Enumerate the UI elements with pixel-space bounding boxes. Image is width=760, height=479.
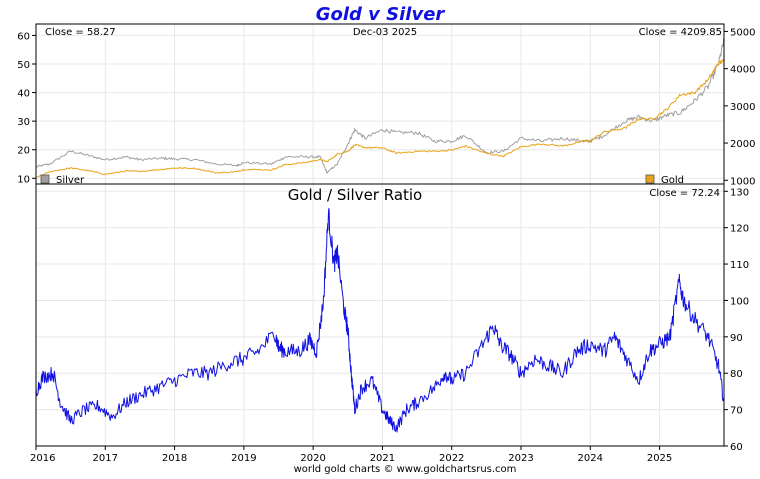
x-tick-label-2021: 2021 [370, 453, 395, 464]
ratio-y-tick-label-100: 100 [730, 296, 749, 307]
gold-y-tick-label-2000: 2000 [730, 139, 755, 150]
silver-y-tick-label-10: 10 [17, 174, 30, 185]
x-tick-label-2024: 2024 [578, 453, 603, 464]
ratio-y-tick-label-60: 60 [730, 442, 743, 453]
top-close-right: Close = 4209.85 [639, 27, 722, 38]
top-panel-frame [35, 23, 725, 185]
ratio-y-tick-label-90: 90 [730, 333, 743, 344]
x-tick-label-2017: 2017 [93, 453, 118, 464]
chart-title: Gold v Silver [316, 4, 446, 25]
ratio-y-tick-label-70: 70 [730, 406, 743, 417]
gold-legend-label: Gold [661, 175, 684, 186]
top-close-left: Close = 58.27 [45, 27, 116, 38]
ratio-close-right: Close = 72.24 [649, 188, 720, 199]
silver-y-tick-label-60: 60 [17, 31, 30, 42]
gold-y-tick-label-5000: 5000 [730, 27, 755, 38]
footer-credit: world gold charts © www.goldchartsrus.co… [294, 464, 517, 475]
ratio-y-tick-label-130: 130 [730, 187, 749, 198]
gold-y-tick-label-3000: 3000 [730, 102, 755, 113]
gold-legend-swatch [645, 174, 655, 184]
ratio-y-tick-label-110: 110 [730, 260, 749, 271]
silver-y-tick-label-20: 20 [17, 146, 30, 157]
x-tick-label-2016: 2016 [30, 453, 55, 464]
bottom-panel-frame [35, 183, 725, 447]
x-tick-label-2020: 2020 [300, 453, 325, 464]
x-tick-label-2023: 2023 [508, 453, 533, 464]
ratio-series-line [35, 208, 725, 433]
grid-layer [35, 24, 724, 447]
silver-y-tick-label-40: 40 [17, 89, 30, 100]
ratio-y-tick-label-120: 120 [730, 224, 749, 235]
silver-legend-swatch [40, 174, 50, 184]
gold-y-tick-label-4000: 4000 [730, 65, 755, 76]
silver-y-tick-label-50: 50 [17, 60, 30, 71]
series-layer [35, 38, 725, 433]
gold-y-tick-label-1000: 1000 [730, 176, 755, 187]
ratio-y-tick-label-80: 80 [730, 369, 743, 380]
x-tick-label-2019: 2019 [231, 453, 256, 464]
silver-legend-label: Silver [56, 175, 85, 186]
silver-y-tick-label-30: 30 [17, 117, 30, 128]
gold-series-line [35, 59, 725, 178]
silver-series-line [35, 38, 725, 174]
axis-layer: 2016 2017 2018 2019 2020 2021 2022 2023 2024 2025… [17, 27, 755, 464]
x-tick-label-2025: 2025 [647, 453, 672, 464]
frame-layer [35, 23, 725, 447]
ratio-title: Gold / Silver Ratio [288, 186, 423, 204]
date-label: Dec-03 2025 [353, 27, 417, 38]
x-tick-label-2022: 2022 [439, 453, 464, 464]
x-tick-label-2018: 2018 [162, 453, 187, 464]
